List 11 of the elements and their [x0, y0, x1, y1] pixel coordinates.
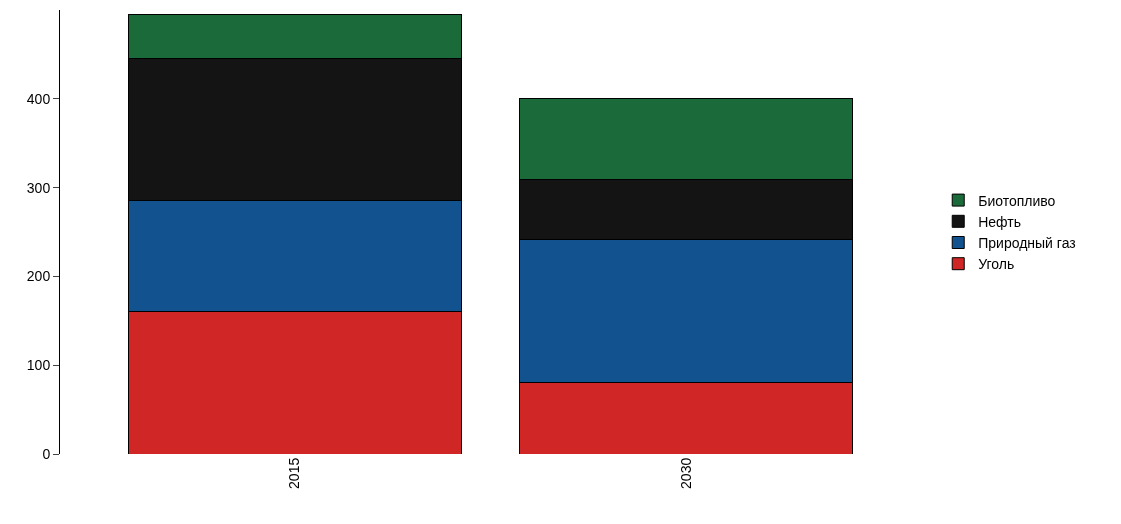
legend-label: Нефть: [978, 213, 1022, 230]
legend-label: Уголь: [978, 256, 1015, 273]
y-tick-label: 300: [26, 179, 51, 196]
y-tick-label: 100: [26, 357, 51, 374]
legend-label: Биотопливо: [978, 192, 1056, 209]
y-tick-label: 400: [26, 90, 51, 107]
y-tick-label: 0: [42, 445, 51, 462]
x-tick-label: 2030: [677, 457, 694, 489]
legend-label: Природный газ: [978, 234, 1076, 251]
x-tick-label: 2015: [286, 457, 303, 489]
y-tick-label: 200: [26, 268, 51, 285]
